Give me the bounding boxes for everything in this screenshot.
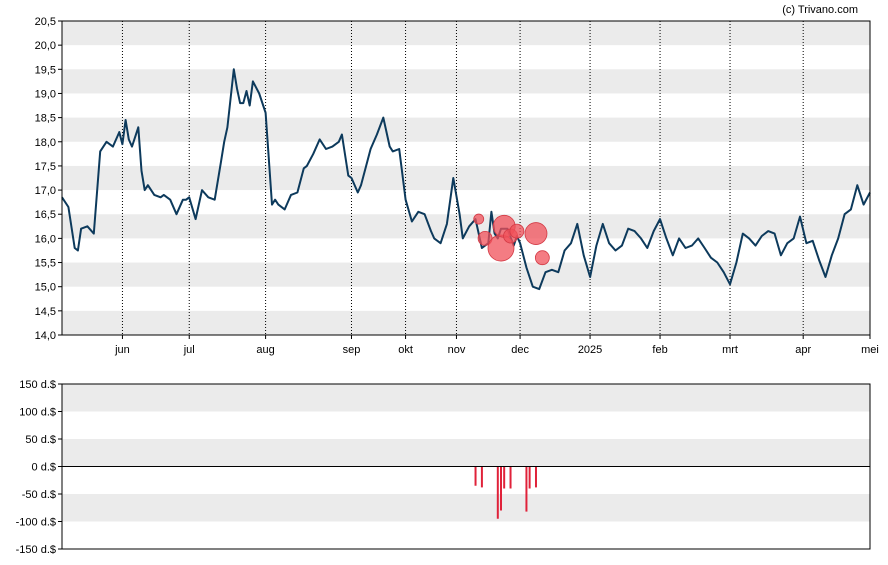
x-tick-label: aug (256, 344, 274, 356)
y-tick-label: 18,0 (35, 137, 56, 149)
volume-bars (474, 466, 537, 519)
price-chart-bands (62, 21, 870, 335)
y-tick-label: 50 d.$ (25, 434, 56, 446)
y-tick-label: 18,5 (35, 113, 56, 125)
x-tick-label: 2025 (578, 344, 602, 356)
x-tick-label: mei (861, 344, 879, 356)
x-tick-label: feb (652, 344, 667, 356)
price-band (62, 262, 870, 287)
y-tick-label: 16,0 (35, 233, 56, 245)
y-tick-label: 15,0 (35, 282, 56, 294)
y-tick-label: 20,5 (35, 16, 56, 28)
trade-marker (473, 213, 485, 225)
y-tick-label: 0 d.$ (32, 462, 56, 474)
y-tick-label: 14,5 (35, 306, 56, 318)
y-tick-label: -50 d.$ (22, 489, 56, 501)
x-tick-label: nov (448, 344, 466, 356)
price-y-axis: 14,0 14,5 15,0 15,5 16,0 16,5 17,0 17,5 18,0 18,5… (35, 16, 62, 342)
y-tick-label: 19,5 (35, 64, 56, 76)
trade-marker (524, 222, 548, 245)
price-band (62, 214, 870, 239)
x-tick-label: jul (183, 344, 195, 356)
y-tick-label: 15,5 (35, 258, 56, 270)
price-chart-frame (61, 20, 871, 336)
volume-band (62, 384, 870, 412)
y-tick-label: 14,0 (35, 330, 56, 342)
y-tick-label: 100 d.$ (19, 407, 56, 419)
y-tick-label: 17,0 (35, 185, 56, 197)
x-tick-label: sep (343, 344, 361, 356)
y-tick-label: -150 d.$ (16, 544, 56, 556)
x-tick-label: apr (795, 344, 811, 356)
copyright-label: (c) Trivano.com (782, 4, 858, 16)
price-band (62, 117, 870, 142)
price-line (61, 68, 871, 291)
x-tick-label: okt (398, 344, 413, 356)
y-tick-label: 17,5 (35, 161, 56, 173)
price-x-axis: jun jul aug sep okt nov dec 2025 feb mrt apr mei (114, 335, 879, 356)
volume-band (62, 439, 870, 467)
price-markers (473, 213, 550, 266)
x-tick-label: dec (511, 344, 529, 356)
price-band (62, 21, 870, 46)
y-tick-label: 20,0 (35, 40, 56, 52)
x-tick-label: jun (114, 344, 130, 356)
volume-chart-bands (62, 384, 870, 522)
trade-marker (534, 250, 550, 266)
price-band (62, 69, 870, 94)
price-band (62, 165, 870, 191)
trade-marker (509, 223, 525, 239)
y-tick-label: -100 d.$ (16, 517, 56, 529)
y-tick-label: 19,0 (35, 88, 56, 100)
price-band (62, 310, 870, 335)
volume-band (62, 494, 870, 522)
price-line-group (61, 68, 871, 291)
y-tick-label: 16,5 (35, 209, 56, 221)
x-tick-label: mrt (722, 344, 738, 356)
volume-y-axis: 150 d.$ 100 d.$ 50 d.$ 0 d.$ -50 d.$ -100 d.$… (16, 379, 62, 556)
y-tick-label: 150 d.$ (19, 379, 56, 391)
